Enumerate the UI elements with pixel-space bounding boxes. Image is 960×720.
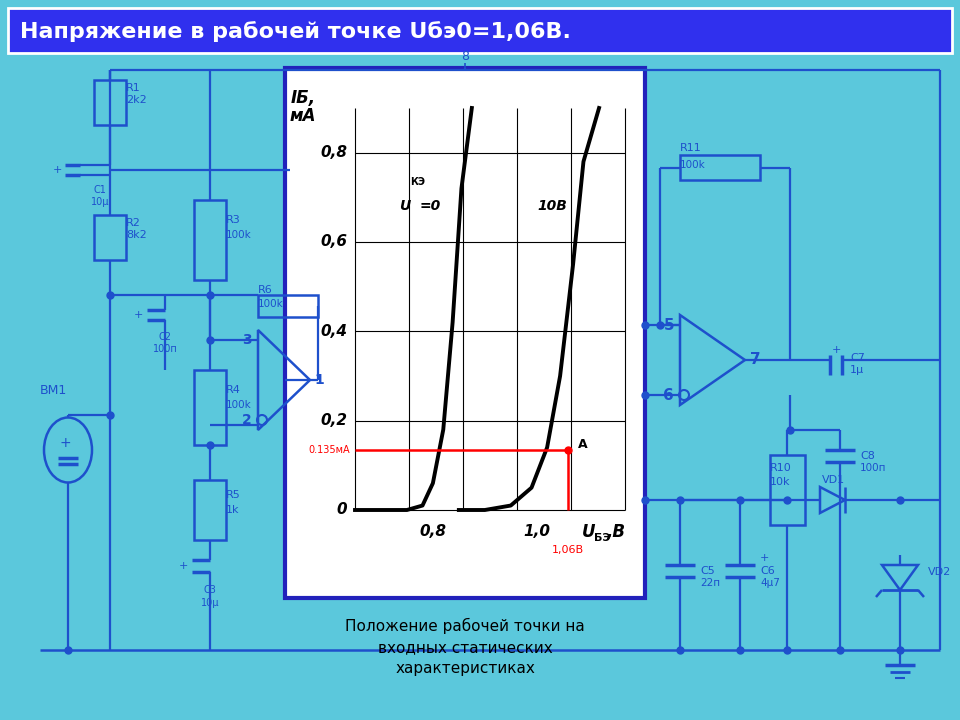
Text: 0,8: 0,8 — [320, 145, 347, 160]
FancyBboxPatch shape — [285, 68, 645, 598]
Text: 0,2: 0,2 — [320, 413, 347, 428]
Text: C8: C8 — [860, 451, 875, 461]
Text: 100k: 100k — [680, 160, 706, 170]
Text: 6: 6 — [663, 387, 674, 402]
Bar — [94, 215, 126, 260]
Text: мА: мА — [290, 107, 316, 125]
Text: 1k: 1k — [226, 505, 239, 515]
Text: КЭ: КЭ — [410, 176, 425, 186]
Text: C2: C2 — [158, 332, 172, 342]
Text: 0,6: 0,6 — [320, 235, 347, 250]
Text: 8k2: 8k2 — [126, 230, 147, 240]
Text: R6: R6 — [258, 285, 273, 295]
Text: 10μ: 10μ — [201, 598, 219, 608]
Text: 100п: 100п — [153, 344, 178, 354]
Text: R4: R4 — [226, 385, 241, 395]
Bar — [194, 370, 226, 445]
Text: U: U — [398, 199, 410, 213]
Text: +: + — [179, 561, 188, 571]
Text: 4μ7: 4μ7 — [760, 578, 780, 588]
Text: Напряжение в рабочей точке Uбэ0=1,06В.: Напряжение в рабочей точке Uбэ0=1,06В. — [20, 22, 571, 42]
Bar — [94, 80, 126, 125]
Text: 1: 1 — [314, 373, 324, 387]
Text: 1μ: 1μ — [850, 365, 864, 375]
Text: 1,0: 1,0 — [523, 524, 550, 539]
Bar — [680, 155, 760, 180]
Text: 2: 2 — [242, 413, 252, 427]
Text: 1,06В: 1,06В — [552, 545, 584, 555]
Text: А: А — [578, 438, 588, 451]
Bar — [194, 480, 226, 540]
Text: U: U — [582, 523, 595, 541]
Text: VD1: VD1 — [822, 475, 845, 485]
Text: IБ,: IБ, — [291, 89, 316, 107]
Text: +: + — [133, 310, 143, 320]
Text: R11: R11 — [680, 143, 702, 153]
Text: 0,4: 0,4 — [320, 324, 347, 339]
Text: R10: R10 — [770, 463, 792, 473]
Text: 2k2: 2k2 — [126, 95, 147, 105]
Text: R5: R5 — [226, 490, 241, 500]
Text: 100k: 100k — [258, 299, 284, 309]
Text: БЭ: БЭ — [594, 533, 611, 543]
Text: C6: C6 — [760, 566, 775, 576]
Text: 5: 5 — [663, 318, 674, 333]
Text: 0.135мА: 0.135мА — [308, 445, 350, 455]
Text: R3: R3 — [226, 215, 241, 225]
Text: R1: R1 — [126, 83, 141, 93]
Text: 10k: 10k — [770, 477, 790, 487]
Text: 7: 7 — [750, 353, 760, 367]
Text: 100k: 100k — [226, 400, 252, 410]
Text: +: + — [831, 345, 841, 355]
Text: ,В: ,В — [606, 523, 625, 541]
Text: +: + — [760, 553, 769, 563]
Text: 22п: 22п — [700, 578, 720, 588]
Text: 3: 3 — [242, 333, 252, 347]
Text: Положение рабочей точки на
входных статических
характеристиках: Положение рабочей точки на входных стати… — [346, 618, 585, 676]
Text: R2: R2 — [126, 218, 141, 228]
Bar — [194, 200, 226, 280]
Text: C3: C3 — [204, 585, 216, 595]
Text: 0,8: 0,8 — [420, 524, 446, 539]
Text: 10В: 10В — [538, 199, 567, 213]
Text: BM1: BM1 — [40, 384, 67, 397]
Text: +: + — [60, 436, 71, 450]
Bar — [770, 455, 805, 525]
Text: 10μ: 10μ — [91, 197, 109, 207]
Text: 100п: 100п — [860, 463, 886, 473]
Text: C7: C7 — [850, 353, 865, 363]
Text: =0: =0 — [420, 199, 441, 213]
Text: C5: C5 — [700, 566, 715, 576]
Text: VD2: VD2 — [928, 567, 951, 577]
Text: 8: 8 — [461, 50, 469, 63]
Bar — [258, 295, 318, 317]
Text: +: + — [53, 165, 62, 175]
Text: 0: 0 — [336, 503, 347, 518]
Text: C1: C1 — [93, 185, 107, 195]
Text: 100k: 100k — [226, 230, 252, 240]
FancyBboxPatch shape — [8, 8, 952, 53]
